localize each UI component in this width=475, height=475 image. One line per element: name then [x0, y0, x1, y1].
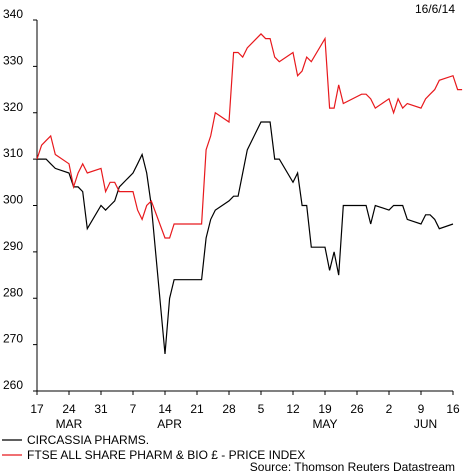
- x-tick-label: 28: [222, 402, 236, 416]
- legend-label-2: FTSE ALL SHARE PHARM & BIO £ - PRICE IND…: [27, 448, 305, 462]
- x-tick-label: 14: [158, 402, 172, 416]
- series-line-1: [37, 121, 454, 354]
- x-tick-label: 12: [286, 402, 300, 416]
- x-month-label: MAY: [312, 417, 337, 431]
- y-tick-label: 310: [3, 146, 23, 160]
- x-tick-label: 17: [30, 402, 44, 416]
- x-tick-label: 26: [350, 402, 364, 416]
- chart-date-label: 16/6/14: [415, 2, 455, 16]
- y-tick-label: 330: [3, 53, 23, 67]
- x-tick-label: 5: [258, 402, 265, 416]
- x-tick-label: 21: [190, 402, 204, 416]
- x-tick-label: 19: [318, 402, 332, 416]
- y-tick-label: 300: [3, 193, 23, 207]
- x-month-label: JUN: [414, 417, 437, 431]
- y-tick-label: 270: [3, 332, 23, 346]
- x-tick-label: 16: [446, 402, 460, 416]
- y-tick-label: 260: [3, 378, 23, 392]
- chart-source-label: Source: Thomson Reuters Datastream: [250, 460, 455, 474]
- x-month-label: APR: [157, 417, 182, 431]
- x-tick-label: 2: [386, 402, 393, 416]
- y-tick-label: 280: [3, 285, 23, 299]
- series-line-2: [36, 33, 463, 239]
- x-tick-label: 24: [62, 402, 76, 416]
- y-tick-label: 320: [3, 100, 23, 114]
- x-tick-label: 31: [94, 402, 108, 416]
- x-tick-label: 9: [418, 402, 425, 416]
- x-tick-label: 7: [130, 402, 137, 416]
- y-tick-label: 290: [3, 239, 23, 253]
- y-tick-label: 340: [3, 7, 23, 21]
- x-month-label: MAR: [56, 417, 83, 431]
- legend-label-1: CIRCASSIA PHARMS.: [27, 433, 149, 447]
